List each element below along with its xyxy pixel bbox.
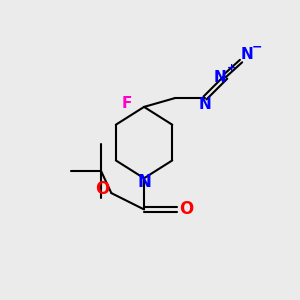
Text: −: −	[252, 40, 262, 53]
Text: O: O	[179, 200, 194, 218]
Text: N: N	[214, 70, 227, 85]
Text: +: +	[227, 63, 236, 73]
Text: N: N	[199, 97, 212, 112]
Text: N: N	[240, 47, 253, 62]
Text: F: F	[122, 96, 132, 111]
Text: O: O	[95, 180, 109, 198]
Text: N: N	[137, 173, 151, 191]
